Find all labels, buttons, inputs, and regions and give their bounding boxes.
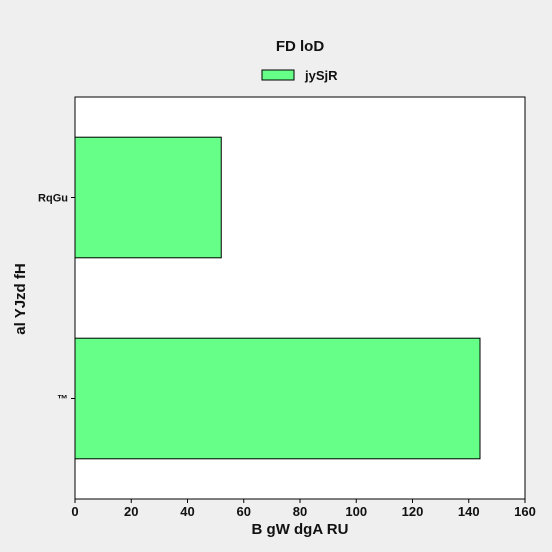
x-tick-label: 40 bbox=[180, 504, 194, 519]
x-tick-label: 120 bbox=[402, 504, 424, 519]
x-tick-label: 160 bbox=[514, 504, 536, 519]
y-axis-label: al YJzd fH bbox=[12, 263, 29, 334]
x-tick-label: 80 bbox=[293, 504, 307, 519]
legend-swatch bbox=[261, 69, 295, 81]
bar-1 bbox=[74, 337, 481, 460]
x-tick-label: 0 bbox=[71, 504, 78, 519]
x-axis-ticks: 0 20 40 60 80 100 120 140 160 bbox=[71, 499, 536, 519]
chart-title: FD loD bbox=[276, 38, 324, 55]
bars-group bbox=[74, 136, 481, 460]
legend: jySjR bbox=[261, 68, 338, 83]
x-tick-label: 140 bbox=[458, 504, 480, 519]
y-axis-categories: RqGu ™ bbox=[38, 193, 75, 406]
x-tick-label: 100 bbox=[345, 504, 367, 519]
x-tick-label: 20 bbox=[124, 504, 138, 519]
legend-label: jySjR bbox=[304, 68, 338, 83]
x-tick-label: 60 bbox=[237, 504, 251, 519]
y-category-label: ™ bbox=[57, 394, 68, 406]
x-axis-label: B gW dgA RU bbox=[252, 521, 349, 538]
bar-0 bbox=[74, 136, 222, 259]
y-category-label: RqGu bbox=[38, 193, 68, 205]
